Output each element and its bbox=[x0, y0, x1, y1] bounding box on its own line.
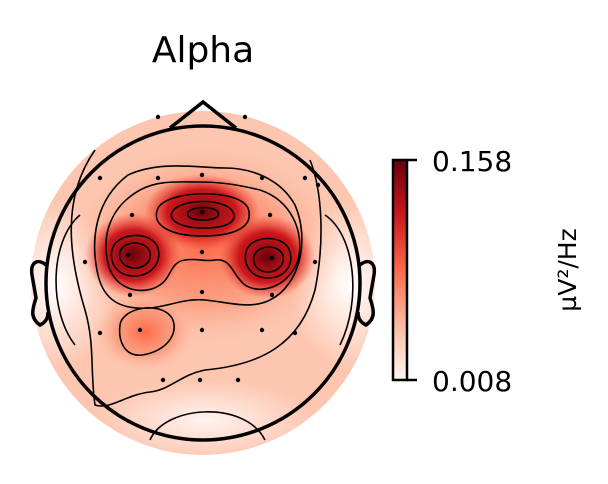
contour-11 bbox=[118, 307, 175, 356]
sensor-dot-25 bbox=[160, 377, 166, 383]
contour-12 bbox=[324, 214, 354, 346]
contour-14 bbox=[149, 411, 266, 441]
sensor-dot-20 bbox=[97, 330, 103, 336]
contour-3 bbox=[105, 181, 301, 292]
sensor-dot-5 bbox=[199, 172, 205, 178]
sensor-dot-27 bbox=[235, 377, 241, 383]
contour-10 bbox=[252, 246, 285, 273]
contour-6 bbox=[186, 206, 220, 221]
peak-right bbox=[219, 215, 315, 299]
sensor-dot-22 bbox=[199, 327, 205, 333]
sensor-dot-6 bbox=[259, 175, 265, 181]
contour-9 bbox=[244, 237, 292, 279]
contour-7 bbox=[110, 234, 160, 277]
right-ear-icon bbox=[356, 259, 377, 328]
colorbar: 0.158 0.008 µV²/Hz bbox=[391, 145, 582, 398]
sensor-dot-9 bbox=[129, 212, 135, 218]
sensor-dot-12 bbox=[82, 259, 88, 265]
sensor-dots bbox=[82, 114, 321, 383]
sensor-dot-16 bbox=[312, 259, 318, 265]
contour-5 bbox=[170, 200, 235, 229]
sensor-dot-19 bbox=[269, 292, 275, 298]
contour-13 bbox=[55, 214, 81, 346]
sensor-dot-2 bbox=[242, 114, 248, 120]
sensor-dot-26 bbox=[197, 377, 203, 383]
sensor-dot-14 bbox=[199, 249, 205, 255]
sensor-dot-8 bbox=[315, 182, 321, 188]
contour-4 bbox=[155, 193, 251, 237]
sensor-dot-1 bbox=[155, 114, 161, 120]
contour-lines bbox=[55, 149, 354, 441]
sensor-dot-13 bbox=[125, 252, 131, 258]
colorbar-label: µV²/Hz bbox=[553, 228, 582, 311]
colorbar-tick-label-min: 0.008 bbox=[432, 365, 512, 398]
sensor-dot-18 bbox=[199, 289, 205, 295]
left-ear-icon bbox=[29, 259, 50, 328]
sensor-dot-4 bbox=[155, 175, 161, 181]
colorbar-gradient bbox=[393, 160, 407, 380]
topomap-field bbox=[31, 111, 375, 455]
sensor-dot-17 bbox=[127, 292, 133, 298]
contour-2 bbox=[93, 165, 303, 310]
colorbar-frame bbox=[391, 158, 409, 382]
contour-1 bbox=[70, 149, 322, 407]
contour-8 bbox=[118, 242, 152, 269]
sensor-dot-21 bbox=[137, 327, 143, 333]
sensor-dot-7 bbox=[302, 175, 308, 181]
head-outline bbox=[29, 99, 377, 442]
sensor-dot-24 bbox=[292, 330, 298, 336]
peak-left bbox=[85, 213, 181, 297]
sensor-dot-23 bbox=[259, 327, 265, 333]
colorbar-tick-label-max: 0.158 bbox=[432, 145, 512, 178]
sensor-dot-10 bbox=[199, 209, 205, 215]
nose-icon bbox=[168, 99, 238, 130]
head-circle bbox=[44, 124, 362, 442]
topomap bbox=[29, 99, 377, 455]
sensor-dot-11 bbox=[267, 212, 273, 218]
sensor-dot-15 bbox=[269, 255, 275, 261]
chart-title: Alpha bbox=[152, 30, 254, 71]
sensor-dot-3 bbox=[97, 175, 103, 181]
field-left-parietal bbox=[95, 292, 195, 372]
